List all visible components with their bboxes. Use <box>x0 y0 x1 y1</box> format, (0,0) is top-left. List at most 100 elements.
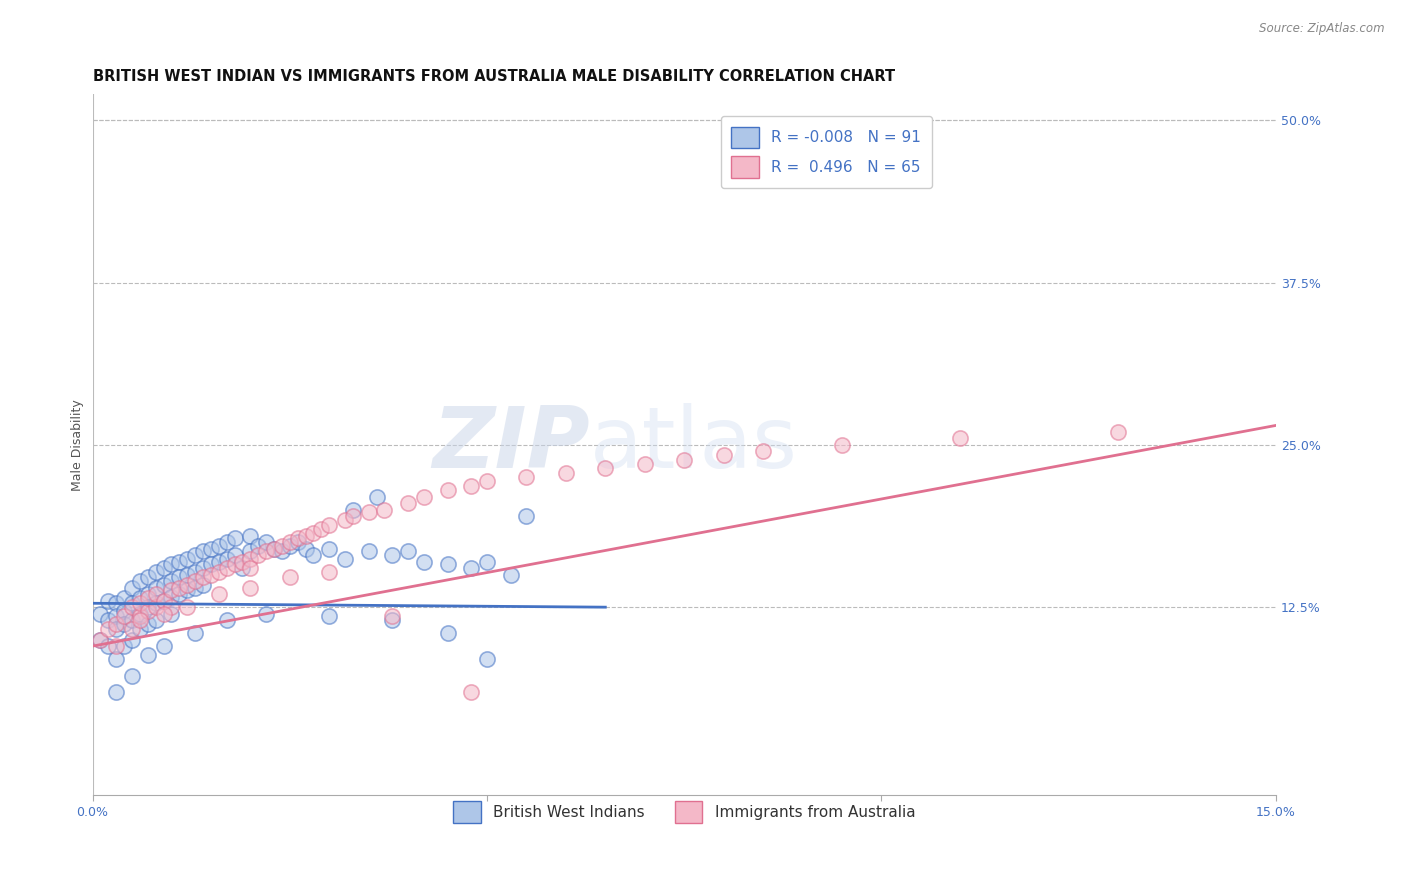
Point <box>136 648 159 663</box>
Point <box>239 581 262 595</box>
Point <box>191 570 214 584</box>
Point <box>278 570 301 584</box>
Text: BRITISH WEST INDIAN VS IMMIGRANTS FROM AUSTRALIA MALE DISABILITY CORRELATION CHA: BRITISH WEST INDIAN VS IMMIGRANTS FROM A… <box>93 69 894 84</box>
Point <box>302 526 325 541</box>
Text: ZIP: ZIP <box>432 403 589 486</box>
Point <box>357 505 380 519</box>
Point <box>412 490 434 504</box>
Point <box>302 548 325 562</box>
Point <box>1107 425 1129 439</box>
Point <box>136 591 159 605</box>
Point <box>112 639 135 653</box>
Point <box>89 632 111 647</box>
Point <box>318 565 340 579</box>
Point <box>318 541 340 556</box>
Point <box>121 632 143 647</box>
Point <box>184 626 207 640</box>
Point <box>121 669 143 683</box>
Point <box>254 544 277 558</box>
Point <box>475 652 498 666</box>
Point <box>136 570 159 584</box>
Point <box>176 567 198 582</box>
Point <box>270 539 292 553</box>
Point <box>239 552 262 566</box>
Point <box>208 555 231 569</box>
Point <box>200 558 222 572</box>
Point <box>112 617 135 632</box>
Point <box>152 607 174 621</box>
Point <box>176 552 198 566</box>
Point <box>89 607 111 621</box>
Point <box>152 578 174 592</box>
Point <box>294 529 316 543</box>
Point <box>97 613 120 627</box>
Point <box>373 503 395 517</box>
Point <box>129 596 152 610</box>
Point <box>97 593 120 607</box>
Point <box>396 544 419 558</box>
Point <box>105 622 128 636</box>
Point <box>333 552 356 566</box>
Point <box>121 613 143 627</box>
Point <box>460 561 482 575</box>
Point <box>294 541 316 556</box>
Point <box>152 593 174 607</box>
Point <box>673 453 696 467</box>
Point <box>215 613 238 627</box>
Point <box>160 600 183 615</box>
Point <box>224 532 246 546</box>
Point <box>263 541 285 556</box>
Point <box>554 467 576 481</box>
Point <box>105 684 128 698</box>
Point <box>752 444 775 458</box>
Point <box>191 544 214 558</box>
Point <box>436 483 458 498</box>
Point <box>224 558 246 572</box>
Point <box>278 539 301 553</box>
Point <box>160 607 183 621</box>
Text: atlas: atlas <box>589 403 797 486</box>
Point <box>515 470 537 484</box>
Point <box>247 539 270 553</box>
Point <box>231 555 253 569</box>
Point <box>318 609 340 624</box>
Point <box>129 574 152 589</box>
Point <box>136 587 159 601</box>
Point <box>121 622 143 636</box>
Point <box>136 600 159 615</box>
Point <box>247 548 270 562</box>
Point <box>145 581 167 595</box>
Point <box>366 490 388 504</box>
Point <box>121 581 143 595</box>
Point <box>224 548 246 562</box>
Point <box>200 567 222 582</box>
Point <box>436 558 458 572</box>
Point <box>381 613 404 627</box>
Point <box>239 529 262 543</box>
Point <box>169 570 191 584</box>
Point <box>169 555 191 569</box>
Point <box>184 581 207 595</box>
Point <box>499 567 522 582</box>
Point <box>191 561 214 575</box>
Point <box>145 565 167 579</box>
Point <box>145 596 167 610</box>
Point <box>97 622 120 636</box>
Point <box>184 565 207 579</box>
Point <box>160 558 183 572</box>
Point <box>121 600 143 615</box>
Point <box>208 539 231 553</box>
Point <box>184 574 207 589</box>
Point <box>215 552 238 566</box>
Point <box>333 513 356 527</box>
Point <box>595 461 617 475</box>
Point <box>460 479 482 493</box>
Point <box>475 555 498 569</box>
Point <box>357 544 380 558</box>
Point <box>287 535 309 549</box>
Point <box>152 639 174 653</box>
Point <box>152 561 174 575</box>
Point <box>200 541 222 556</box>
Point <box>215 561 238 575</box>
Point <box>112 604 135 618</box>
